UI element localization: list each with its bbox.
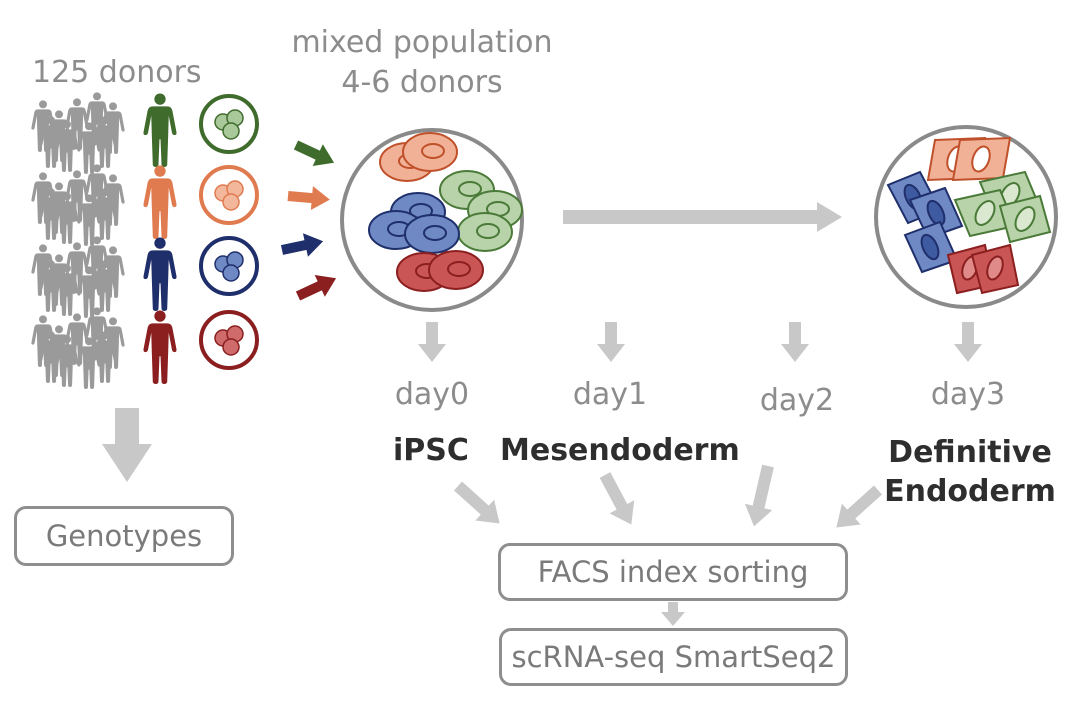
down-arrow-day3-icon [954, 322, 982, 362]
ipsc-label: iPSC [393, 433, 469, 468]
converge-arrow-mesendoderm-icon [599, 472, 635, 525]
day3-label: day3 [930, 377, 1006, 412]
arrow-red-icon [295, 274, 337, 301]
arrow-green-icon [293, 140, 335, 167]
facs-box: FACS index sorting [498, 543, 848, 601]
donor-blue-icon [143, 237, 177, 311]
colony-red-icon [199, 310, 259, 370]
donor-green-icon [143, 93, 177, 167]
arrow-blue-icon [280, 233, 324, 257]
mesendoderm-label: Mesendoderm [500, 433, 740, 468]
facs-to-scrna-arrow-icon [661, 602, 685, 626]
donor-count-label: 4-6 donors [341, 65, 503, 100]
scrna-box: scRNA-seq SmartSeq2 [499, 628, 848, 686]
down-arrow-day0-icon [418, 322, 446, 362]
donor-orange-icon [143, 165, 177, 239]
colony-blue-icon [199, 236, 259, 296]
day0-label: day0 [394, 377, 470, 412]
down-arrow-day2-icon [781, 322, 809, 362]
converge-arrow-ipsc-icon [453, 481, 500, 524]
colony-orange-icon [199, 165, 259, 225]
converge-arrow-endoderm-icon [836, 485, 883, 528]
arrow-orange-icon [287, 186, 330, 211]
converge-arrow-day2-icon [744, 464, 774, 527]
day1-label: day1 [572, 377, 648, 412]
genotypes-box: Genotypes [14, 506, 234, 566]
donor-red-icon [143, 310, 177, 384]
genotype-arrow-icon [102, 408, 152, 482]
definitive-endoderm-well [874, 125, 1058, 309]
down-arrows [418, 322, 982, 362]
time-arrow-icon [563, 202, 842, 232]
definitive-label: Definitive [888, 435, 1052, 470]
mixed-population-label: mixed population [291, 25, 553, 60]
donors-label: 125 donors [32, 55, 202, 90]
donor-crowd [31, 92, 125, 389]
endoderm-label: Endoderm [884, 474, 1056, 509]
converge-arrows [453, 464, 883, 528]
down-arrow-day1-icon [597, 322, 625, 362]
day2-label: day2 [759, 383, 835, 418]
colony-green-icon [199, 94, 259, 154]
mixed-population-well [340, 128, 524, 312]
